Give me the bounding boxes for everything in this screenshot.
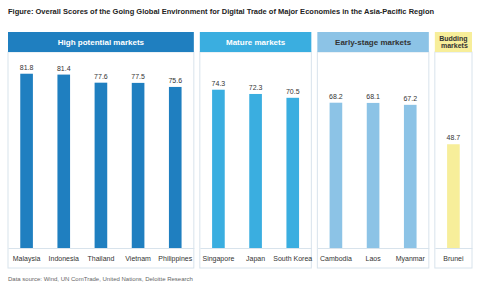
source-note: Data source: Wind, UN ComTrade, United N… [8, 276, 193, 282]
data-label: 72.3 [249, 84, 263, 91]
tick: Brunei [443, 248, 464, 262]
tick: Myanmar [396, 248, 426, 263]
group-header-line: markets [439, 42, 468, 49]
bars [330, 103, 417, 248]
data-label: 81.8 [20, 64, 34, 71]
data-label: 67.2 [403, 95, 417, 102]
tick: Malaysia [13, 248, 41, 263]
bar [132, 83, 145, 248]
group-panel: High potential markets 81.8 81.4 77.6 77.5 75… [8, 32, 194, 268]
bar [330, 103, 343, 248]
bars [447, 144, 460, 248]
panel-frame [200, 52, 311, 268]
tick-label: Thailand [87, 255, 114, 262]
tick-label: Singapore [202, 255, 234, 263]
chart-svg: Figure: Overall Scores of the Going Glob… [0, 0, 480, 286]
group-header [200, 32, 311, 52]
tick: Laos [365, 248, 381, 262]
tick: Philippines [158, 248, 192, 263]
group-panel: Early-stage markets 68.2 68.1 67.2 Cambodia L… [317, 32, 429, 268]
axis-line [200, 248, 312, 249]
tick-label: Japan [246, 255, 265, 263]
group-header [8, 32, 194, 52]
title: Figure: Overall Scores of the Going Glob… [8, 7, 434, 16]
tick-label: Philippines [158, 255, 192, 263]
tick: Indonesia [49, 248, 79, 262]
bar [286, 98, 299, 248]
bar [169, 87, 182, 248]
bar [447, 144, 460, 248]
bars [212, 90, 299, 248]
axis-line [9, 248, 195, 249]
chart-container: Figure: Overall Scores of the Going Glob… [0, 0, 480, 286]
data-label: 70.5 [286, 88, 300, 95]
bar [367, 103, 380, 248]
group-panel: Mature markets 74.3 72.3 70.5 Singapore Japan… [200, 32, 312, 268]
group-header-label: Budding markets [439, 35, 468, 50]
group-header-label: Mature markets [226, 38, 286, 47]
bars [20, 74, 181, 248]
tick-label: Brunei [443, 255, 464, 262]
tick-label: South Korea [273, 255, 312, 262]
tick-label: Cambodia [320, 255, 352, 262]
bar [404, 105, 417, 248]
data-label: 48.7 [447, 134, 461, 141]
data-label: 68.2 [329, 93, 343, 100]
group-header [317, 32, 429, 52]
tick-label: Malaysia [13, 255, 41, 263]
tick: South Korea [273, 248, 312, 262]
axis-line [435, 248, 472, 249]
tick-label: Laos [365, 255, 381, 262]
data-label: 68.1 [366, 93, 380, 100]
data-label: 74.3 [212, 80, 226, 87]
panel-frame [435, 52, 472, 268]
bar [57, 75, 70, 248]
bar [95, 83, 108, 248]
tick-label: Vietnam [125, 255, 151, 262]
x-axis: Malaysia Indonesia Thailand Vietnam Philippi… [9, 248, 195, 263]
axis-line [318, 248, 430, 249]
group-header-label: High potential markets [58, 38, 145, 47]
tick: Thailand [87, 248, 114, 262]
tick: Vietnam [125, 248, 151, 262]
data-label: 75.6 [168, 77, 182, 84]
bar [249, 94, 262, 248]
x-axis: Brunei [435, 248, 472, 262]
data-label: 77.5 [131, 73, 145, 80]
data-label: 77.6 [94, 73, 108, 80]
group-panel: Budding markets 48.7 Brunei [435, 32, 473, 268]
tick-label: Indonesia [49, 255, 79, 262]
tick-label: Myanmar [396, 255, 426, 263]
tick: Cambodia [320, 248, 352, 262]
x-axis: Cambodia Laos Myanmar [318, 248, 430, 263]
data-label: 81.4 [57, 65, 71, 72]
tick: Singapore [202, 248, 234, 263]
panel-frame [8, 52, 194, 268]
tick: Japan [246, 248, 265, 263]
panel-frame [317, 52, 429, 268]
bar [212, 90, 225, 248]
bar [20, 74, 33, 248]
group-header-label: Early-stage markets [335, 38, 412, 47]
group-header [435, 32, 472, 52]
x-axis: Singapore Japan South Korea [200, 248, 312, 263]
